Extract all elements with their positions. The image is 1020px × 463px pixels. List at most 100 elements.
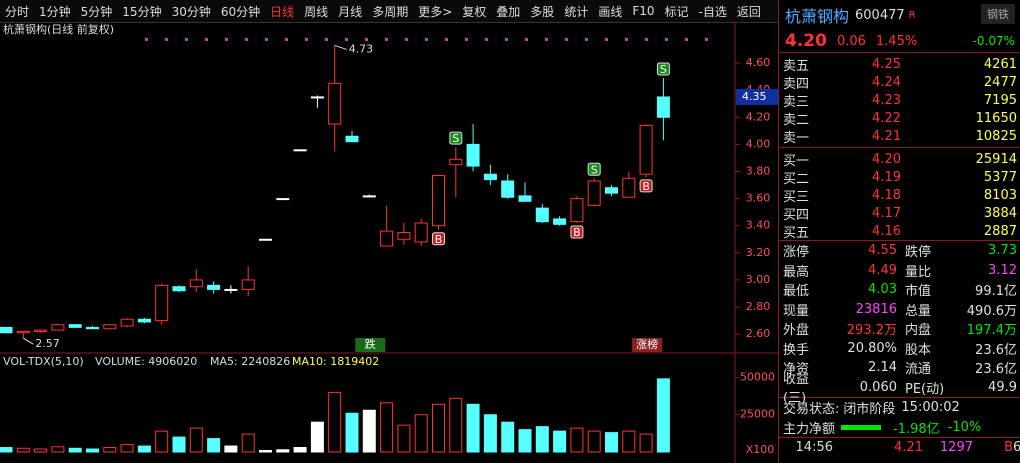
stat-label: PE(动)	[905, 381, 945, 397]
bids: 买一 4.20 25914 买二 4.19 5377 买三 4.18 8103 买四 4.17 388…	[779, 147, 1020, 241]
book-row: 买四 4.17 3884	[779, 204, 1020, 223]
stat-label: 换手	[783, 342, 810, 358]
toolbar-item[interactable]: 多周期	[372, 4, 409, 19]
signal-label: S	[452, 132, 459, 145]
candle-body	[207, 284, 221, 290]
marker-dot	[545, 38, 548, 41]
stats: 涨停 4.55 跌停 3.73 最高 4.49 量比 3.12 最低 4.03 市值 99.1亿 现量 2…	[779, 240, 1020, 406]
sector-change: -0.07%	[972, 34, 1015, 48]
toolbar-item[interactable]: 30分钟	[171, 4, 211, 19]
book-price: 4.21	[872, 128, 901, 144]
signal-badge	[587, 162, 601, 176]
volume-bar	[449, 397, 463, 453]
stat-value: 197.4万	[966, 323, 1017, 339]
volume-bar	[155, 430, 169, 453]
marker-dot	[325, 38, 328, 41]
high-label: 4.73	[349, 42, 374, 55]
stat-value: 0.060	[859, 379, 897, 395]
stat-label: 最高	[783, 264, 810, 280]
book-label: 卖一	[783, 130, 810, 146]
toolbar-item[interactable]: 画线	[598, 4, 623, 19]
candle-body	[103, 324, 117, 330]
status-label: 交易状态:	[783, 402, 840, 418]
y-tick-label: 3.40	[746, 219, 771, 232]
stat-value: 3.12	[988, 262, 1017, 278]
book-row: 卖一 4.21 10825	[779, 127, 1020, 146]
marker-dot	[345, 38, 348, 41]
y-tick-label: 25000	[740, 408, 775, 421]
toolbar-item[interactable]: -自选	[698, 4, 727, 19]
signal-badge	[639, 179, 653, 193]
toolbar-item[interactable]: 15分钟	[122, 4, 162, 19]
candle-body	[483, 173, 497, 181]
book-row: 卖二 4.22 11650	[779, 109, 1020, 128]
volume-bar	[68, 447, 82, 453]
candle-body	[656, 96, 670, 118]
toolbar-item[interactable]: 返回	[736, 4, 761, 19]
stat-label: 流通	[905, 362, 932, 378]
volume-bar	[362, 409, 376, 453]
candle-body	[0, 326, 13, 334]
volume-bar	[570, 427, 584, 453]
tick-field: 61	[1013, 440, 1020, 456]
toolbar-item[interactable]: 复权	[462, 4, 487, 19]
y-tick-label: 4.60	[746, 56, 771, 69]
volume-bar	[172, 436, 186, 453]
stock-name: 杭萧钢构	[785, 7, 850, 26]
volume-bar	[293, 447, 307, 453]
book-volume: 2477	[983, 74, 1017, 90]
stat-row: 净资 2.14 流通 23.6亿	[779, 358, 1020, 378]
flow-label: 主力净额	[783, 421, 836, 437]
candle-body	[34, 329, 48, 332]
toolbar-item[interactable]: 1分钟	[39, 4, 71, 19]
book-label: 卖五	[783, 58, 810, 74]
candle-body	[362, 195, 376, 198]
candle-body	[155, 284, 169, 322]
stat-value: 23.6亿	[975, 362, 1017, 378]
toolbar-item[interactable]: 分时	[5, 4, 30, 19]
status-time: 15:00:02	[901, 400, 960, 416]
candle-body	[605, 187, 618, 194]
volume-bar	[276, 449, 290, 453]
marker-dot	[665, 38, 668, 41]
volume-bar	[397, 424, 411, 453]
toolbar-item[interactable]: 月线	[338, 4, 363, 19]
toolbar-item[interactable]: 周线	[304, 4, 329, 19]
toolbar-item[interactable]: 60分钟	[220, 4, 261, 19]
toolbar-item[interactable]: 叠加	[496, 4, 521, 19]
candle-body	[432, 175, 445, 227]
stat-label: 市值	[905, 284, 932, 300]
toolbar-item[interactable]: 5分钟	[80, 4, 113, 19]
book-label: 卖三	[783, 94, 810, 110]
toolbar-item[interactable]: 统计	[564, 4, 589, 19]
sector[interactable]: 钢铁	[981, 4, 1015, 24]
flow-row: 主力净额 -1.98亿 -10%	[779, 418, 1020, 438]
stat-row: 最低 4.03 市值 99.1亿	[779, 280, 1020, 300]
volume-unit: X100	[746, 443, 775, 456]
toolbar-item[interactable]: 更多>	[418, 4, 453, 19]
signal-badge	[449, 131, 463, 145]
volume-bar	[16, 447, 30, 453]
toolbar-item[interactable]: F10	[632, 4, 655, 18]
volume-bar	[501, 421, 515, 453]
candle-body	[259, 238, 272, 241]
marker-dot	[465, 38, 468, 41]
toolbar-item[interactable]: 标记	[664, 4, 689, 19]
toolbar-item[interactable]: 日线	[270, 4, 295, 19]
book-volume: 8103	[983, 187, 1017, 203]
marker-dot	[225, 38, 228, 41]
book-label: 买三	[783, 189, 810, 205]
candle-body	[380, 230, 394, 247]
candle-body	[120, 318, 134, 327]
candle-body	[137, 318, 151, 323]
stat-label: 总量	[905, 303, 932, 319]
candle-body	[172, 286, 186, 292]
candle-body	[501, 180, 515, 198]
candle-body	[241, 279, 255, 290]
signal-label: S	[591, 163, 598, 176]
stat-label: 股本	[905, 342, 932, 358]
volume-bar	[605, 432, 618, 453]
stat-value: 23.6亿	[975, 342, 1017, 358]
volume-bar	[189, 427, 203, 453]
toolbar-item[interactable]: 多股	[530, 4, 555, 19]
